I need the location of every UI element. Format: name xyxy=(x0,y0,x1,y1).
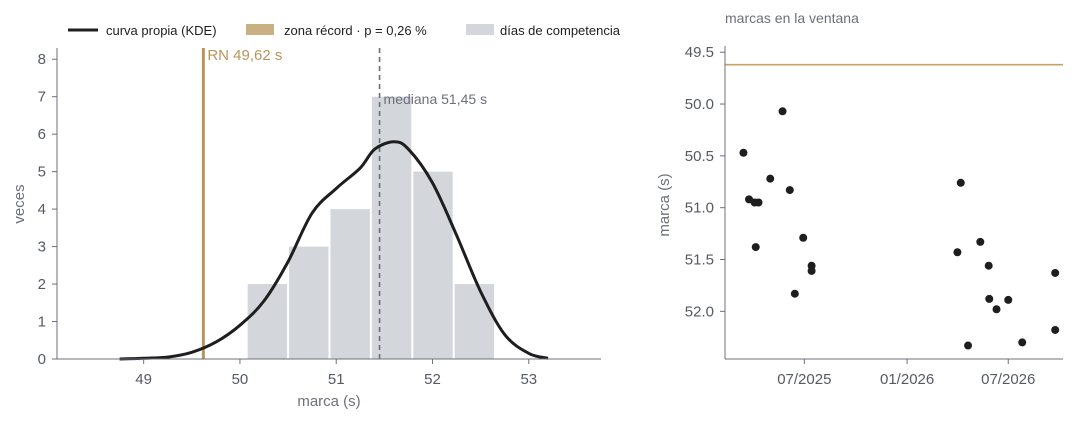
histogram-chart: 49 50 51 52 53 0 1 2 3 4 5 6 7 8 RN 49,62 s mediana … xyxy=(11,47,601,410)
x-tick-label: 53 xyxy=(520,371,537,388)
y-tick-label: 8 xyxy=(38,51,46,68)
right-y-axis-label: marca (s) xyxy=(656,173,673,236)
y-tick-label: 51.5 xyxy=(685,252,714,269)
scatter-point xyxy=(778,107,787,116)
x-tick-label: 50 xyxy=(232,371,249,388)
histogram-bar xyxy=(454,284,495,359)
scatter-point xyxy=(984,261,993,270)
legend-record-label: zona récord · p = 0,26 % xyxy=(284,23,427,38)
histogram-bar xyxy=(413,171,453,359)
y-tick-label: 1 xyxy=(38,314,46,331)
scatter-point xyxy=(976,237,985,246)
histogram-bars xyxy=(247,96,495,359)
right-x-ticks: 07/2025 01/2026 07/2026 xyxy=(777,359,1035,388)
x-tick-label: 51 xyxy=(328,371,345,388)
legend-days-label: días de competencia xyxy=(500,23,621,38)
scatter-point xyxy=(807,266,816,275)
y-tick-label: 50.0 xyxy=(685,96,714,113)
record-annotation: RN 49,62 s xyxy=(207,47,282,64)
legend: curva propia (KDE) zona récord · p = 0,2… xyxy=(68,23,621,38)
y-tick-label: 7 xyxy=(38,89,46,106)
scatter-point xyxy=(1051,268,1060,277)
y-tick-label: 6 xyxy=(38,126,46,143)
y-tick-label: 49.5 xyxy=(685,44,714,61)
x-tick-label: 07/2025 xyxy=(777,371,831,388)
legend-days-swatch xyxy=(466,24,494,35)
x-tick-label: 01/2026 xyxy=(880,371,934,388)
scatter-point xyxy=(751,243,760,252)
left-x-axis-label: marca (s) xyxy=(297,393,360,410)
y-tick-label: 0 xyxy=(38,351,46,368)
scatter-point xyxy=(964,341,973,350)
histogram-bar xyxy=(289,246,329,359)
y-tick-label: 3 xyxy=(38,239,46,256)
legend-record-swatch xyxy=(246,24,274,35)
scatter-point xyxy=(1004,295,1013,304)
scatter-point xyxy=(1051,325,1060,334)
x-tick-label: 07/2026 xyxy=(981,371,1035,388)
histogram-bar xyxy=(330,209,370,359)
scatter-point xyxy=(754,198,763,207)
kde-curve xyxy=(119,140,549,361)
y-tick-label: 50.5 xyxy=(685,148,714,165)
scatter-point xyxy=(956,178,965,187)
scatter-point xyxy=(739,148,748,157)
scatter-title: marcas en la ventana xyxy=(725,10,859,26)
scatter-point xyxy=(1018,338,1027,347)
histogram-bar xyxy=(371,96,412,359)
y-tick-label: 4 xyxy=(38,201,46,218)
scatter-point xyxy=(785,186,794,195)
scatter-point xyxy=(953,248,962,257)
y-tick-label: 5 xyxy=(38,164,46,181)
scatter-points xyxy=(739,107,1060,350)
scatter-point xyxy=(799,233,808,242)
legend-kde-label: curva propia (KDE) xyxy=(106,23,217,38)
y-tick-label: 52.0 xyxy=(685,303,714,320)
median-annotation: mediana 51,45 s xyxy=(384,91,488,107)
scatter-point xyxy=(992,305,1001,314)
x-tick-label: 49 xyxy=(135,371,152,388)
y-tick-label: 51.0 xyxy=(685,200,714,217)
scatter-point xyxy=(766,174,775,183)
scatter-point xyxy=(790,289,799,298)
left-y-axis-label: veces xyxy=(11,184,28,223)
y-tick-label: 2 xyxy=(38,276,46,293)
scatter-point xyxy=(985,294,994,303)
right-y-ticks: 49.5 50.0 50.5 51.0 51.5 52.0 xyxy=(685,44,725,320)
x-tick-label: 52 xyxy=(424,371,441,388)
scatter-chart: marcas en la ventana 07/2025 01/2026 07/20… xyxy=(656,10,1063,388)
left-x-ticks: 49 50 51 52 53 xyxy=(135,359,537,388)
left-y-ticks: 0 1 2 3 4 5 6 7 8 xyxy=(38,51,57,368)
